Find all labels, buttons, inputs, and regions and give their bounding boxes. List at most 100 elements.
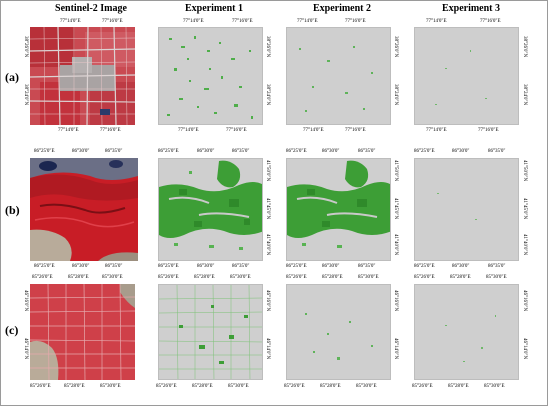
tick-a-e3-lon2: 77°16'0"E <box>480 19 501 24</box>
tick-c-s-blon2: 85°28'0"E <box>64 384 85 389</box>
experiment1-map-a <box>158 27 263 125</box>
tick-a-e1-blon2: 77°16'0"E <box>226 128 247 133</box>
sentinel-image-b <box>30 158 138 261</box>
col-title-sentinel: Sentinel-2 Image <box>55 3 127 14</box>
tick-b-s-lon1: 86°25'0"E <box>34 149 55 154</box>
tick-a-e3-blon1: 77°14'0"E <box>426 128 447 133</box>
tick-c-e2-lat2: 46°14'0"N <box>393 338 398 360</box>
row-label-a: (a) <box>5 70 19 84</box>
tick-c-e1-lon2: 85°28'0"E <box>194 275 215 280</box>
tick-a-e3-lat1: 38°26'0"N <box>522 36 527 58</box>
tick-a-e1-blon1: 77°14'0"E <box>178 128 199 133</box>
tick-c-e1-blon2: 85°28'0"E <box>192 384 213 389</box>
tick-b-e3-lon1: 86°25'0"E <box>414 149 435 154</box>
tick-b-e2-lon2: 86°30'0" <box>322 149 340 154</box>
tick-c-s-lon1: 85°26'0"E <box>32 275 53 280</box>
sentinel-image-a <box>30 27 135 125</box>
tick-b-e1-blon1: 86°25'0"E <box>158 264 179 269</box>
tick-c-s-lon2: 85°28'0"E <box>68 275 89 280</box>
tick-a-s-blon1: 77°14'0"E <box>58 128 79 133</box>
col-title-exp1: Experiment 1 <box>184 3 244 14</box>
tick-b-e2-lat3: 41°40'0"N <box>393 234 398 256</box>
tick-a-e2-blon2: 77°16'0"E <box>345 128 366 133</box>
tick-c-e1-lat2: 46°14'0"N <box>265 338 270 360</box>
tick-c-e1-blon1: 85°26'0"E <box>156 384 177 389</box>
tick-c-e2-blon2: 85°28'0"E <box>320 384 341 389</box>
tick-a-e3-lon1: 77°14'0"E <box>426 19 447 24</box>
tick-b-e1-lat2: 41°45'0"N <box>265 198 270 220</box>
tick-c-e2-blon3: 85°30'0"E <box>356 384 377 389</box>
tick-c-e2-lat1: 46°16'0"N <box>393 290 398 312</box>
tick-c-e1-blon3: 85°30'0"E <box>228 384 249 389</box>
experiment3-map-c <box>414 284 519 380</box>
tick-b-e1-lon1: 86°25'0"E <box>158 149 179 154</box>
tick-a-e1-lon2: 77°16'0"E <box>232 19 253 24</box>
tick-a-e2-lat1: 38°26'0"N <box>393 36 398 58</box>
tick-c-e3-lon1: 85°26'0"E <box>414 275 435 280</box>
tick-b-e2-lon1: 86°25'0"E <box>286 149 307 154</box>
experiment1-map-b <box>158 158 263 261</box>
tick-a-e1-lat2: 38°24'0"N <box>265 84 270 106</box>
experiment2-map-a <box>286 27 391 125</box>
tick-b-s-lon2: 86°30'0" <box>72 149 90 154</box>
tick-b-e3-lat2: 41°45'0"N <box>522 198 527 220</box>
tick-b-s-blon1: 86°25'0"E <box>34 264 55 269</box>
tick-c-s-lat1: 46°16'0"N <box>23 290 28 312</box>
tick-c-e3-lat2: 46°14'0"N <box>522 338 527 360</box>
tick-b-e3-lat1: 41°50'0"N <box>522 160 527 182</box>
tick-b-e3-blon3: 86°35'0" <box>488 264 506 269</box>
tick-b-e3-blon2: 86°30'0" <box>452 264 470 269</box>
tick-b-e1-lat1: 41°50'0"N <box>265 160 270 182</box>
tick-c-s-blon1: 85°26'0"E <box>30 384 51 389</box>
experiment2-map-c <box>286 284 391 380</box>
tick-a-s-lat2: 38°24'0"N <box>23 84 28 106</box>
tick-c-e3-blon1: 85°26'0"E <box>412 384 433 389</box>
tick-c-e1-lat1: 46°16'0"N <box>265 290 270 312</box>
tick-a-e3-lat2: 38°24'0"N <box>522 84 527 106</box>
tick-c-e2-lon2: 85°28'0"E <box>322 275 343 280</box>
tick-b-e2-blon2: 86°30'0" <box>322 264 340 269</box>
tick-b-e1-lat3: 41°40'0"N <box>265 234 270 256</box>
tick-b-e3-lon2: 86°30'0" <box>452 149 470 154</box>
tick-c-e3-blon2: 85°28'0"E <box>448 384 469 389</box>
tick-a-e1-lat1: 38°26'0"N <box>265 36 270 58</box>
tick-b-e2-lat2: 41°45'0"N <box>393 198 398 220</box>
tick-b-e2-blon1: 86°25'0"E <box>286 264 307 269</box>
tick-c-s-lat2: 46°14'0"N <box>23 338 28 360</box>
tick-c-e3-lat1: 46°16'0"N <box>522 290 527 312</box>
row-label-b: (b) <box>5 203 20 217</box>
tick-c-e1-lon3: 85°30'0"E <box>230 275 251 280</box>
tick-a-e1-lon1: 77°14'0"E <box>183 19 204 24</box>
tick-a-s-lat1: 38°26'0"N <box>23 36 28 58</box>
tick-b-e3-blon1: 86°25'0"E <box>414 264 435 269</box>
tick-b-e1-blon2: 86°30'0" <box>197 264 215 269</box>
tick-c-s-lon3: 85°30'0"E <box>102 275 123 280</box>
tick-a-s-blon2: 77°16'0"E <box>100 128 121 133</box>
tick-c-e3-blon3: 85°30'0"E <box>484 384 505 389</box>
sentinel-image-c <box>30 284 135 380</box>
tick-b-e2-lon3: 86°35'0" <box>358 149 376 154</box>
tick-b-e2-blon3: 86°35'0" <box>358 264 376 269</box>
tick-b-e1-lon2: 86°30'0" <box>197 149 215 154</box>
tick-b-s-blon2: 86°30'0" <box>72 264 90 269</box>
experiment3-map-a <box>414 27 519 125</box>
tick-c-e3-lon2: 85°28'0"E <box>450 275 471 280</box>
tick-c-s-blon3: 85°30'0"E <box>100 384 121 389</box>
tick-c-e3-lon3: 85°30'0"E <box>486 275 507 280</box>
experiment3-map-b <box>414 158 519 261</box>
tick-a-e3-blon2: 77°16'0"E <box>478 128 499 133</box>
tick-c-e2-lon3: 85°30'0"E <box>358 275 379 280</box>
tick-b-e1-blon3: 86°35'0" <box>232 264 250 269</box>
experiment1-map-c <box>158 284 263 380</box>
tick-a-e2-lon1: 77°14'0"E <box>297 19 318 24</box>
tick-a-e2-lat2: 38°24'0"N <box>393 84 398 106</box>
tick-b-e2-lat1: 41°50'0"N <box>393 160 398 182</box>
tick-a-e2-lon2: 77°16'0"E <box>345 19 366 24</box>
tick-b-e3-lon3: 86°35'0" <box>488 149 506 154</box>
col-title-exp3: Experiment 3 <box>441 3 501 14</box>
tick-b-e3-lat3: 41°40'0"N <box>522 234 527 256</box>
tick-c-e2-lon1: 85°26'0"E <box>286 275 307 280</box>
tick-b-e1-lon3: 86°35'0" <box>232 149 250 154</box>
tick-b-s-blon3: 86°35'0" <box>105 264 123 269</box>
